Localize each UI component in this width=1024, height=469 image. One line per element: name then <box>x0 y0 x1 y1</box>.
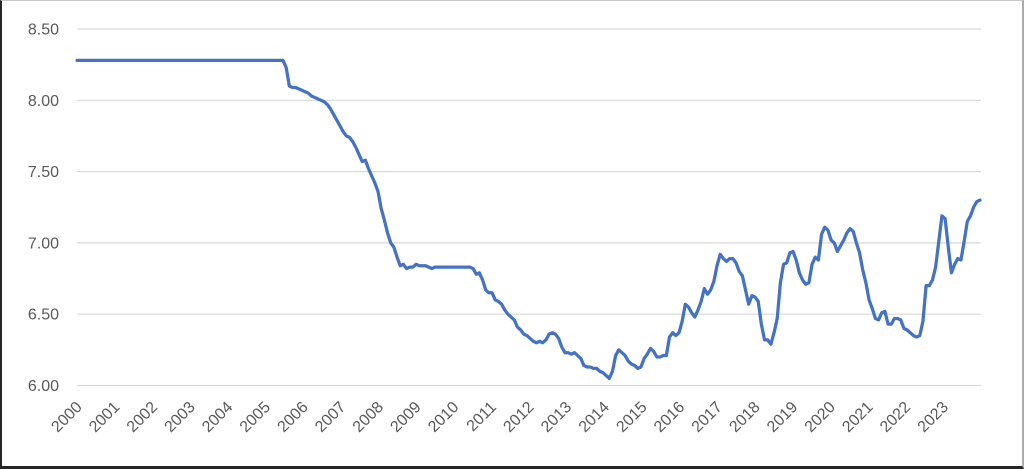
x-axis-tick-label: 2002 <box>124 399 161 436</box>
y-axis-tick-label: 6.50 <box>28 307 59 324</box>
x-axis-tick-label: 2003 <box>162 399 199 436</box>
y-axis-tick-label: 7.00 <box>28 235 59 252</box>
y-axis: 8.50 8.00 7.50 7.00 6.50 6.00 <box>28 22 59 395</box>
x-axis-tick-label: 2013 <box>538 399 575 436</box>
x-axis-tick-label: 2007 <box>312 399 349 436</box>
x-axis-tick-label: 2004 <box>199 399 236 436</box>
x-axis-tick-label: 2012 <box>500 399 537 436</box>
x-axis-tick-label: 2018 <box>726 399 763 436</box>
x-axis-tick-label: 2010 <box>425 399 462 436</box>
x-axis-tick-label: 2000 <box>49 399 86 436</box>
x-axis-tick-label: 2016 <box>651 399 688 436</box>
x-axis-tick-label: 2017 <box>689 399 726 436</box>
x-axis-tick-label: 2006 <box>275 399 312 436</box>
x-axis-tick-label: 2020 <box>802 399 839 436</box>
gridlines <box>77 28 981 387</box>
x-axis-tick-label: 2021 <box>839 399 876 436</box>
y-axis-tick-label: 6.00 <box>28 378 59 395</box>
x-axis-tick-label: 2001 <box>86 399 123 436</box>
y-axis-tick-label: 7.50 <box>28 164 59 181</box>
x-axis-tick-label: 2023 <box>915 399 952 436</box>
x-axis-tick-label: 2008 <box>350 399 387 436</box>
x-axis-tick-label: 2022 <box>877 399 914 436</box>
x-axis-tick-label: 2014 <box>576 399 613 436</box>
x-axis: 2000 2001 2002 2003 2004 2005 2006 2007 2008 2009… <box>49 399 953 436</box>
x-axis-tick-label: 2009 <box>387 399 424 436</box>
x-axis-tick-label: 2005 <box>237 399 274 436</box>
y-axis-tick-label: 8.00 <box>28 93 59 110</box>
x-axis-tick-label: 2019 <box>764 399 801 436</box>
data-series-line <box>75 58 982 380</box>
x-axis-tick-label: 2011 <box>464 399 500 435</box>
x-axis-tick-label: 2015 <box>613 399 650 436</box>
y-axis-tick-label: 8.50 <box>28 22 59 39</box>
